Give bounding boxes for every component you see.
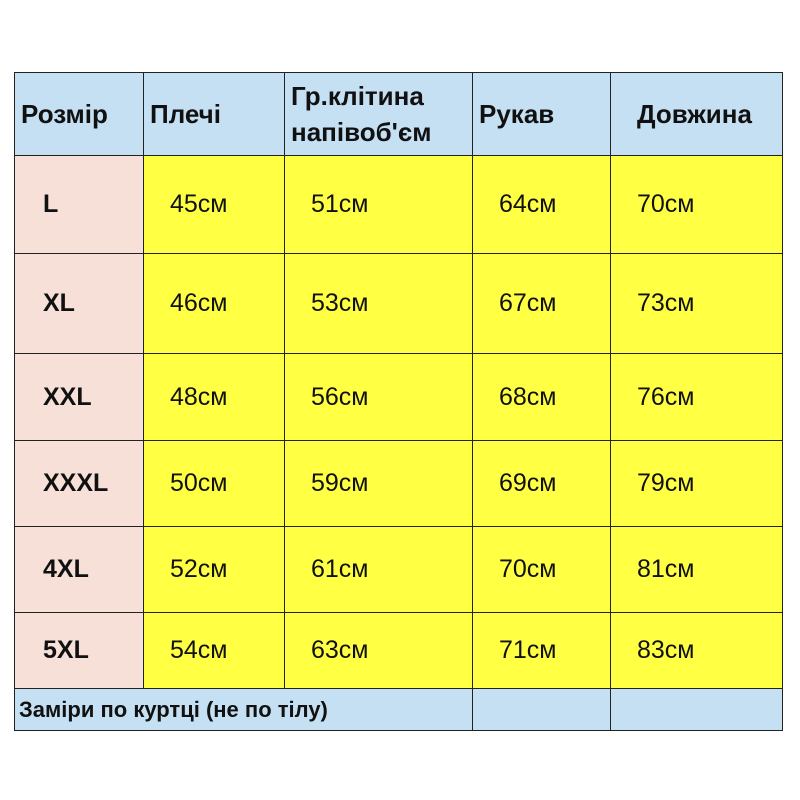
- value-cell-text: 70см: [499, 555, 557, 583]
- footer-note-text: Заміри по куртці (не по тілу): [19, 696, 328, 722]
- value-cell: 50см: [143, 440, 285, 527]
- value-cell: 53см: [284, 253, 473, 354]
- value-cell-text: 76см: [637, 382, 695, 411]
- value-cell: 56см: [284, 353, 473, 441]
- size-cell: XXL: [14, 353, 144, 441]
- header-chest-line: напівоб'єм: [291, 117, 432, 147]
- value-cell-text: 81см: [637, 555, 695, 583]
- value-cell: 45см: [143, 155, 285, 254]
- value-cell: 51см: [284, 155, 473, 254]
- value-cell-text: 64см: [499, 190, 557, 218]
- value-cell-text: 70см: [637, 190, 695, 218]
- value-cell-text: 50см: [170, 469, 228, 497]
- header-sleeve: Рукав: [472, 72, 611, 156]
- size-cell-text: L: [43, 190, 59, 218]
- header-sleeve-text: Рукав: [479, 99, 555, 129]
- value-cell-text: 51см: [311, 190, 369, 218]
- value-cell-text: 69см: [499, 469, 557, 497]
- value-cell: 52см: [143, 526, 285, 613]
- value-cell: 70см: [610, 155, 783, 254]
- size-cell: XL: [14, 253, 144, 354]
- size-cell: 5XL: [14, 612, 144, 689]
- value-cell: 48см: [143, 353, 285, 441]
- value-cell-text: 53см: [311, 289, 369, 317]
- value-cell: 79см: [610, 440, 783, 527]
- value-cell-text: 59см: [311, 469, 369, 497]
- footer-empty-cell: [610, 688, 783, 731]
- size-cell-text: XXL: [43, 382, 92, 411]
- header-length: Довжина: [610, 72, 783, 156]
- value-cell: 54см: [143, 612, 285, 689]
- value-cell: 70см: [472, 526, 611, 613]
- value-cell: 68см: [472, 353, 611, 441]
- value-cell: 67см: [472, 253, 611, 354]
- header-shoulders: Плечі: [143, 72, 285, 156]
- value-cell: 61см: [284, 526, 473, 613]
- value-cell-text: 83см: [637, 636, 695, 664]
- value-cell-text: 46см: [170, 289, 228, 317]
- value-cell-text: 54см: [170, 636, 228, 664]
- header-size: Розмір: [14, 72, 144, 156]
- value-cell: 83см: [610, 612, 783, 689]
- value-cell: 64см: [472, 155, 611, 254]
- value-cell-text: 56см: [311, 382, 369, 411]
- size-cell-text: 5XL: [43, 636, 89, 664]
- value-cell: 71см: [472, 612, 611, 689]
- value-cell-text: 71см: [499, 636, 557, 664]
- value-cell-text: 63см: [311, 636, 369, 664]
- value-cell-text: 45см: [170, 190, 228, 218]
- value-cell: 69см: [472, 440, 611, 527]
- header-shoulders-text: Плечі: [150, 99, 221, 129]
- value-cell-text: 73см: [637, 289, 695, 317]
- value-cell: 59см: [284, 440, 473, 527]
- value-cell: 81см: [610, 526, 783, 613]
- value-cell-text: 79см: [637, 469, 695, 497]
- value-cell: 63см: [284, 612, 473, 689]
- size-cell-text: 4XL: [43, 555, 89, 583]
- footer-note: Заміри по куртці (не по тілу): [14, 688, 473, 731]
- size-cell-text: XXXL: [43, 469, 109, 497]
- value-cell-text: 61см: [311, 555, 369, 583]
- size-cell: XXXL: [14, 440, 144, 527]
- footer-empty-cell: [472, 688, 611, 731]
- header-chest: Гр.клітина напівоб'єм: [284, 72, 473, 156]
- size-cell: 4XL: [14, 526, 144, 613]
- value-cell: 46см: [143, 253, 285, 354]
- value-cell-text: 67см: [499, 289, 557, 317]
- value-cell: 73см: [610, 253, 783, 354]
- value-cell-text: 48см: [170, 382, 228, 411]
- value-cell-text: 52см: [170, 555, 228, 583]
- header-chest-line: Гр.клітина: [291, 81, 424, 111]
- value-cell: 76см: [610, 353, 783, 441]
- size-cell: L: [14, 155, 144, 254]
- size-cell-text: XL: [43, 289, 75, 317]
- value-cell-text: 68см: [499, 382, 557, 411]
- header-size-text: Розмір: [21, 99, 108, 129]
- header-length-text: Довжина: [637, 99, 752, 129]
